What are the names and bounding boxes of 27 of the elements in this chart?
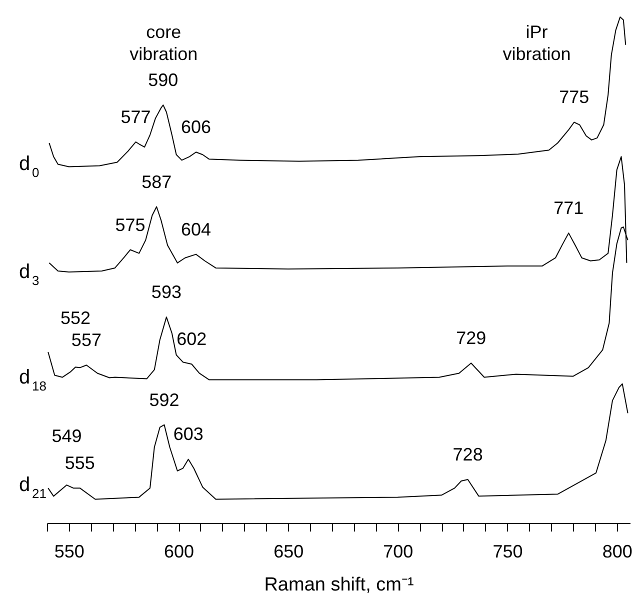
annotation: 603 bbox=[173, 424, 204, 444]
x-tick-label: 800 bbox=[602, 542, 632, 562]
annotation: 771 bbox=[554, 198, 584, 218]
annotation: 728 bbox=[452, 444, 483, 464]
annotation: 602 bbox=[176, 329, 207, 350]
annotation: 592 bbox=[149, 390, 180, 410]
annotation: 577 bbox=[120, 106, 151, 127]
annotation: 775 bbox=[559, 87, 590, 108]
annotation: core vibration bbox=[130, 22, 198, 64]
annotation: 606 bbox=[181, 117, 212, 138]
annotation: 549 bbox=[52, 426, 82, 446]
x-tick-label: 750 bbox=[492, 542, 523, 562]
annotation: 593 bbox=[151, 282, 182, 302]
annotation: 555 bbox=[64, 453, 95, 474]
x-tick-label: 700 bbox=[383, 542, 414, 562]
annotation: 575 bbox=[115, 214, 146, 235]
annotation: 552 bbox=[60, 308, 91, 328]
annotation: iPr vibration bbox=[502, 22, 571, 64]
annotation: 729 bbox=[456, 328, 486, 348]
x-axis-title: Raman shift, cm⁻¹ bbox=[264, 574, 414, 596]
annotation: 604 bbox=[181, 219, 212, 240]
x-tick-label: 650 bbox=[274, 542, 304, 562]
x-tick-label: 600 bbox=[164, 542, 194, 562]
annotation: 590 bbox=[148, 70, 178, 90]
annotation: 587 bbox=[142, 172, 172, 192]
annotation: 557 bbox=[71, 330, 102, 350]
x-tick-label: 550 bbox=[54, 542, 84, 562]
